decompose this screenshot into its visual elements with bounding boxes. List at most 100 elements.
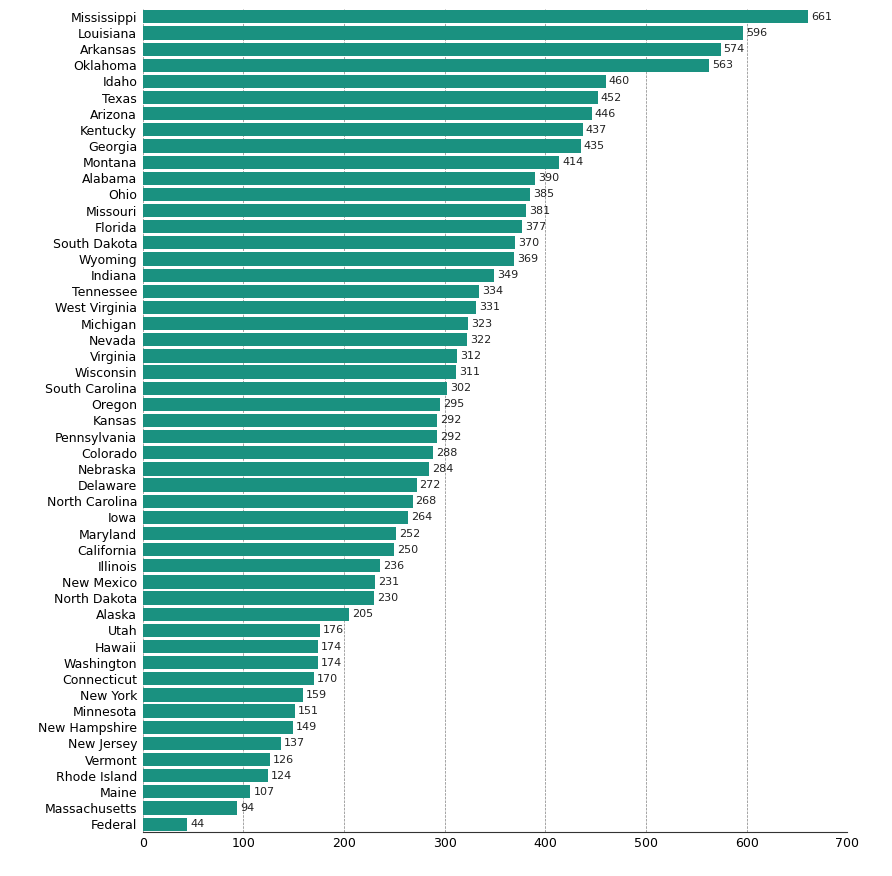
Bar — [143, 656, 318, 669]
Bar — [143, 74, 606, 88]
Bar — [143, 559, 380, 572]
Bar — [143, 124, 582, 137]
Text: 435: 435 — [583, 141, 605, 151]
Text: 563: 563 — [713, 60, 733, 70]
Text: 250: 250 — [398, 545, 418, 555]
Text: 126: 126 — [273, 754, 293, 765]
Text: 369: 369 — [517, 254, 539, 264]
Text: 437: 437 — [586, 125, 607, 135]
Bar — [143, 333, 467, 346]
Text: 574: 574 — [723, 44, 745, 54]
Text: 44: 44 — [190, 819, 204, 829]
Bar — [143, 59, 709, 72]
Text: 236: 236 — [384, 561, 404, 571]
Text: 292: 292 — [440, 432, 461, 442]
Bar — [143, 300, 476, 314]
Bar — [143, 543, 394, 556]
Bar — [143, 817, 187, 830]
Bar — [143, 785, 251, 798]
Text: 288: 288 — [435, 448, 457, 458]
Bar — [143, 398, 440, 411]
Text: 661: 661 — [811, 12, 832, 22]
Text: 414: 414 — [563, 157, 583, 167]
Bar — [143, 172, 535, 185]
Bar — [143, 220, 522, 233]
Text: 149: 149 — [296, 722, 317, 732]
Bar — [143, 365, 456, 378]
Text: 174: 174 — [321, 658, 343, 668]
Text: 137: 137 — [284, 738, 305, 748]
Bar — [143, 753, 269, 766]
Bar — [143, 511, 409, 524]
Text: 170: 170 — [317, 674, 338, 684]
Text: 230: 230 — [377, 593, 399, 603]
Text: 176: 176 — [323, 625, 344, 635]
Bar — [143, 350, 457, 363]
Bar — [143, 107, 591, 120]
Text: 107: 107 — [253, 787, 275, 797]
Bar — [143, 446, 433, 459]
Text: 452: 452 — [600, 93, 622, 102]
Text: 446: 446 — [595, 109, 616, 119]
Text: 390: 390 — [539, 173, 559, 183]
Text: 331: 331 — [479, 302, 500, 313]
Bar — [143, 495, 412, 508]
Bar — [143, 802, 237, 815]
Bar — [143, 737, 281, 750]
Text: 284: 284 — [432, 464, 453, 474]
Text: 334: 334 — [482, 286, 503, 296]
Bar — [143, 769, 268, 782]
Text: 460: 460 — [609, 76, 630, 87]
Text: 323: 323 — [471, 319, 492, 328]
Bar — [143, 591, 375, 604]
Text: 596: 596 — [746, 28, 767, 38]
Bar — [143, 721, 293, 734]
Text: 174: 174 — [321, 641, 343, 652]
Text: 312: 312 — [460, 351, 481, 361]
Text: 205: 205 — [352, 609, 373, 619]
Text: 231: 231 — [378, 577, 400, 587]
Text: 385: 385 — [533, 189, 555, 200]
Bar — [143, 624, 320, 637]
Text: 151: 151 — [298, 706, 318, 716]
Bar — [143, 237, 516, 250]
Bar — [143, 672, 314, 685]
Bar — [143, 478, 417, 491]
Text: 381: 381 — [529, 206, 550, 215]
Bar — [143, 204, 526, 217]
Text: 124: 124 — [270, 771, 292, 781]
Text: 264: 264 — [411, 512, 433, 522]
Bar — [143, 91, 598, 104]
Bar — [143, 463, 429, 476]
Text: 370: 370 — [518, 238, 540, 248]
Bar — [143, 382, 447, 395]
Bar — [143, 413, 437, 427]
Bar — [143, 285, 479, 298]
Bar — [143, 608, 349, 621]
Bar — [143, 704, 294, 717]
Text: 159: 159 — [306, 690, 327, 700]
Bar — [143, 689, 302, 702]
Text: 268: 268 — [416, 496, 437, 506]
Bar — [143, 156, 559, 169]
Bar — [143, 26, 743, 39]
Text: 349: 349 — [497, 270, 518, 280]
Text: 322: 322 — [470, 335, 491, 345]
Bar — [143, 639, 318, 653]
Text: 292: 292 — [440, 415, 461, 426]
Text: 252: 252 — [400, 528, 421, 539]
Bar — [143, 11, 808, 24]
Bar — [143, 252, 514, 265]
Bar — [143, 430, 437, 443]
Bar — [143, 43, 721, 56]
Text: 311: 311 — [458, 367, 480, 377]
Bar — [143, 526, 396, 540]
Text: 302: 302 — [450, 383, 471, 393]
Text: 377: 377 — [525, 222, 547, 232]
Bar — [143, 269, 494, 282]
Bar — [143, 187, 530, 201]
Bar — [143, 576, 376, 589]
Text: 272: 272 — [419, 480, 441, 490]
Bar — [143, 139, 581, 152]
Bar — [143, 317, 468, 330]
